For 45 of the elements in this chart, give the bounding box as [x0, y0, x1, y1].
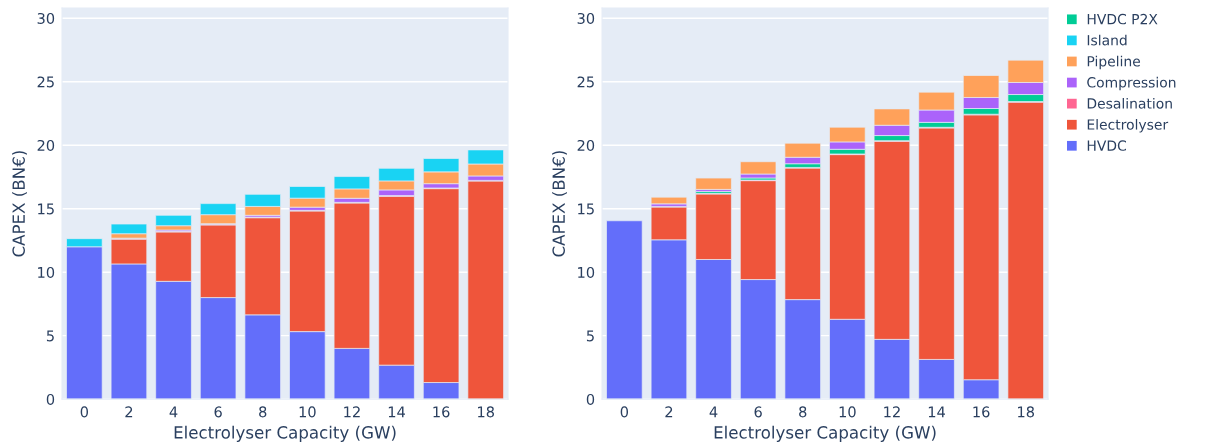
legend-label: Electrolyser — [1087, 119, 1169, 133]
y-tick-label: 0 — [586, 393, 595, 405]
y-axis-title: CAPEX (BN€) — [12, 151, 27, 257]
x-tick-label: 2 — [125, 406, 133, 418]
y-tick-label: 20 — [577, 139, 595, 151]
x-tick-label: 6 — [754, 406, 762, 418]
y-tick-label: 25 — [577, 76, 594, 88]
y-tick-label: 10 — [578, 266, 595, 278]
x-tick-label: 16 — [433, 406, 450, 418]
y-tick-label: 20 — [37, 139, 55, 151]
x-tick-label: 2 — [665, 406, 673, 418]
x-tick-label: 16 — [973, 406, 990, 418]
legend-label: Pipeline — [1087, 55, 1141, 70]
legend-label: HVDC P2X — [1087, 13, 1158, 25]
x-tick-label: 14 — [928, 406, 945, 418]
x-tick-label: 18 — [1018, 406, 1035, 418]
x-tick-label: 10 — [839, 406, 856, 418]
x-axis-title: Electrolyser Capacity (GW) — [174, 425, 396, 442]
legend-label: HVDC — [1087, 140, 1126, 151]
y-tick-label: 0 — [46, 393, 55, 405]
x-tick-label: 12 — [344, 406, 360, 418]
y-tick-label: 15 — [578, 203, 594, 215]
y-tick-label: 30 — [37, 12, 55, 24]
y-tick-label: 5 — [586, 330, 594, 342]
legend-label: Desalination — [1087, 97, 1172, 109]
y-tick-label: 5 — [46, 330, 54, 342]
y-tick-label: 10 — [38, 266, 55, 278]
x-tick-label: 12 — [884, 406, 900, 418]
x-tick-label: 0 — [620, 406, 629, 418]
x-axis-title: Electrolyser Capacity (GW) — [714, 425, 936, 442]
y-tick-label: 30 — [577, 12, 595, 24]
x-tick-label: 18 — [478, 406, 495, 418]
y-tick-label: 25 — [37, 76, 54, 88]
x-tick-label: 4 — [169, 406, 178, 418]
x-tick-label: 8 — [799, 406, 807, 418]
legend-label: Compression — [1087, 76, 1176, 91]
y-tick-label: 15 — [38, 203, 54, 215]
x-tick-label: 0 — [80, 406, 89, 418]
x-tick-label: 14 — [388, 406, 405, 418]
x-tick-label: 10 — [299, 406, 316, 418]
y-axis-title: CAPEX (BN€) — [552, 151, 567, 257]
legend-label: Island — [1087, 34, 1127, 46]
x-tick-label: 6 — [214, 406, 222, 418]
x-tick-label: 8 — [259, 406, 267, 418]
x-tick-label: 4 — [709, 406, 718, 418]
